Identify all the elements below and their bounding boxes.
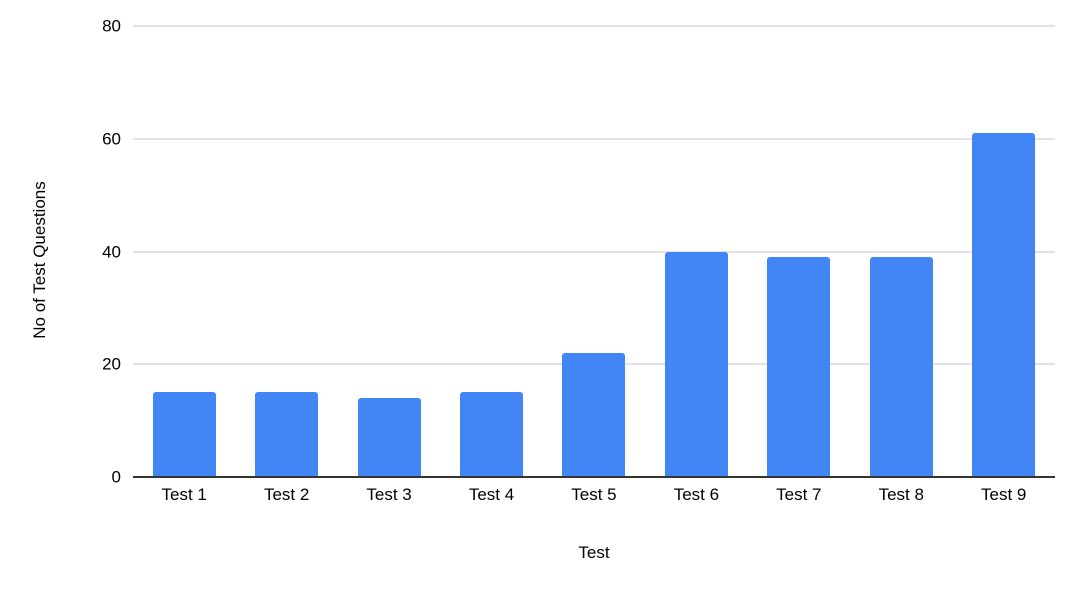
y-tick-label-20: 20 <box>102 354 121 374</box>
y-tick-label-40: 40 <box>102 242 121 261</box>
gridline-60 <box>133 137 1055 140</box>
bar-column-test-2 <box>235 26 337 477</box>
x-tick-label-test-6: Test 6 <box>673 485 720 504</box>
bar-test-4 <box>460 392 524 477</box>
x-tick-label-test-5: Test 5 <box>571 485 617 504</box>
plot-area <box>133 25 1055 478</box>
bar-test-7 <box>767 257 831 477</box>
x-tick-label-test-1: Test 1 <box>161 485 207 504</box>
bar-test-9 <box>972 133 1036 477</box>
bar-test-8 <box>869 257 933 477</box>
bars-layer <box>133 26 1055 477</box>
bar-test-2 <box>255 392 319 477</box>
x-tick-label-test-2: Test 2 <box>263 485 310 504</box>
bar-test-5 <box>562 352 626 477</box>
bar-column-test-4 <box>440 26 542 477</box>
gridline-80 <box>133 25 1055 27</box>
bar-column-test-8 <box>850 26 952 477</box>
bar-column-test-1 <box>133 26 235 477</box>
bar-test-3 <box>357 398 421 477</box>
x-axis-title: Test <box>578 543 610 562</box>
bar-column-test-3 <box>338 26 440 477</box>
y-tick-label-80: 80 <box>102 16 121 36</box>
bar-test-6 <box>664 251 728 477</box>
x-tick-label-test-3: Test 3 <box>366 485 412 504</box>
y-tick-label-60: 60 <box>102 129 121 149</box>
x-axis-line <box>133 476 1055 478</box>
bar-column-test-5 <box>543 26 645 477</box>
bar-column-test-9 <box>953 26 1055 477</box>
bar-column-test-6 <box>645 26 747 477</box>
y-axis-tick-labels: 0 20 40 60 80 <box>0 18 121 486</box>
x-tick-label-test-9: Test 9 <box>981 485 1027 504</box>
x-axis-tick-labels: Test 1 Test 2 Test 3 Test 4 Test 5 Test 6 Test… <box>133 485 1055 505</box>
x-tick-label-test-7: Test 7 <box>776 485 822 504</box>
x-tick-label-test-4: Test 4 <box>468 485 515 504</box>
x-tick-label-test-8: Test 8 <box>878 485 924 504</box>
bar-test-1 <box>152 392 216 477</box>
bar-column-test-7 <box>748 26 850 477</box>
gridline-40 <box>133 250 1055 253</box>
y-tick-label-0: 0 <box>111 467 121 487</box>
